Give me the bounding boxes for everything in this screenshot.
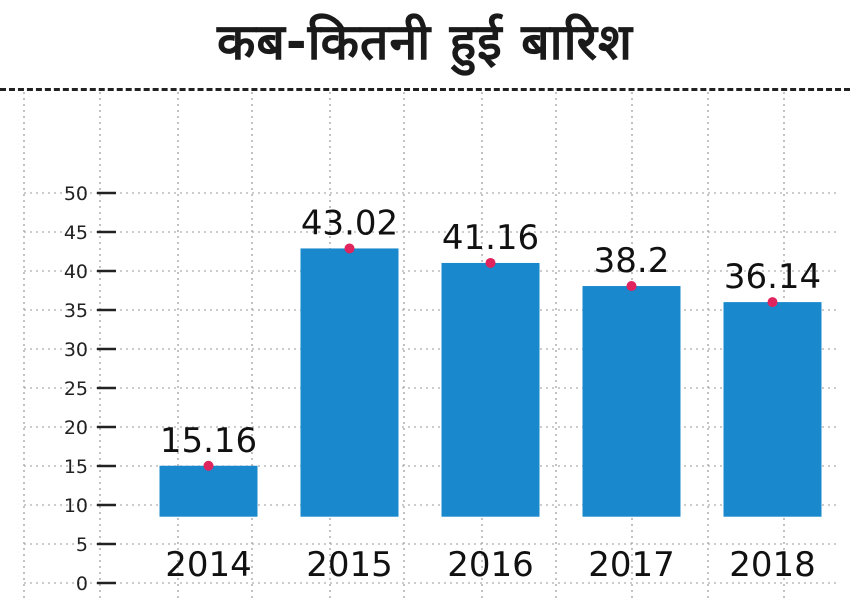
y-tick-label: 45	[64, 222, 88, 244]
bar-top-marker	[626, 281, 637, 292]
y-tick-label: 35	[64, 300, 88, 322]
bar-top-marker	[344, 243, 355, 254]
bar	[723, 302, 822, 517]
bar-top-marker	[203, 460, 214, 471]
grid-lines	[23, 92, 840, 600]
y-tick-label: 5	[76, 534, 88, 556]
bar-top-marker	[767, 297, 778, 308]
bar	[441, 262, 540, 517]
y-tick-label: 30	[64, 339, 88, 361]
y-tick-label: 0	[76, 573, 88, 595]
x-tick-label: 2014	[165, 545, 252, 585]
chart-title: कब-कितनी हुई बारिश	[216, 13, 634, 71]
bar	[300, 248, 399, 517]
bars	[159, 243, 822, 517]
y-tick-label: 50	[64, 183, 88, 205]
data-label: 43.02	[301, 203, 398, 243]
x-tick-label: 2017	[588, 545, 675, 585]
title-divider	[0, 88, 850, 91]
y-tick-label: 25	[64, 378, 88, 400]
bar-top-marker	[485, 257, 496, 268]
y-tick-label: 20	[64, 417, 88, 439]
x-tick-label: 2018	[729, 545, 816, 585]
y-tick-label: 15	[64, 456, 88, 478]
bar	[159, 465, 258, 517]
y-axis: 0 5 10 15 20 25 30 35 40 45 50	[64, 183, 116, 595]
x-tick-label: 2016	[447, 545, 534, 585]
data-labels: 15.16 43.02 41.16 38.2 36.14	[160, 203, 821, 460]
y-tick-label: 10	[64, 495, 88, 517]
x-tick-label: 2015	[306, 545, 393, 585]
y-tick-label: 40	[64, 261, 88, 283]
bar	[582, 286, 681, 517]
data-label: 41.16	[442, 218, 539, 258]
data-label: 15.16	[160, 421, 257, 461]
data-label: 36.14	[724, 257, 821, 297]
x-axis: 2014 2015 2016 2017 2018	[165, 545, 816, 585]
data-label: 38.2	[594, 241, 670, 281]
